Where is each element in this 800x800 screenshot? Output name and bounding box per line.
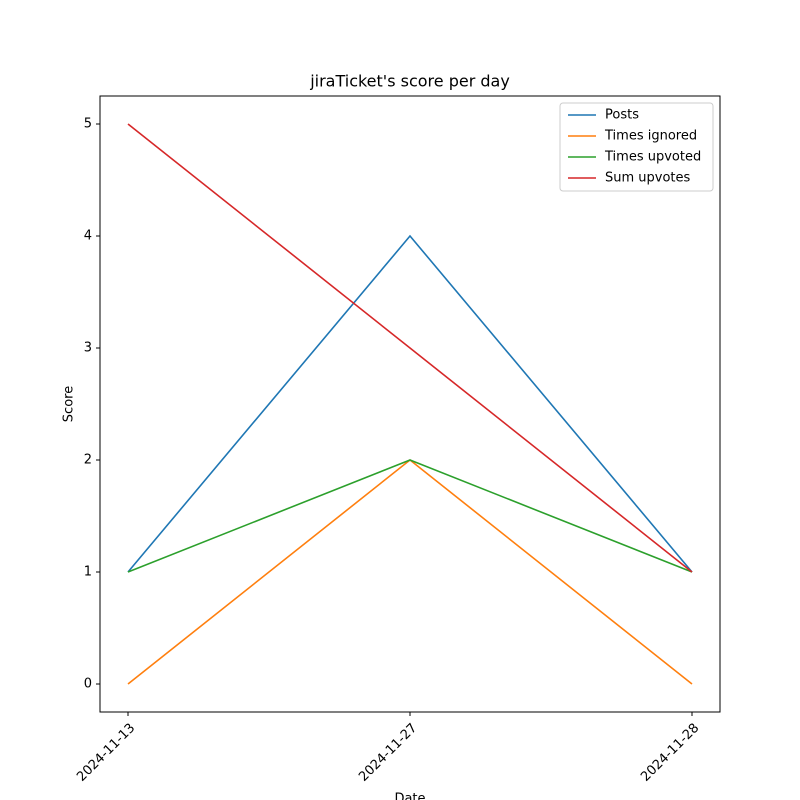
y-tick-label: 4 [84, 229, 92, 244]
legend-label: Posts [605, 108, 639, 123]
series-line [127, 123, 693, 573]
legend: Posts Times ignored Times upvoted Sum upvot… [559, 102, 714, 192]
series-line [127, 234, 693, 573]
y-tick-label: 0 [84, 677, 92, 692]
y-tick-label: 2 [84, 453, 92, 468]
legend-label: Times upvoted [604, 150, 701, 165]
legend-label: Times ignored [604, 129, 697, 144]
legend-label: Sum upvotes [605, 171, 691, 186]
y-axis-label: Score [62, 386, 77, 422]
y-tick-label: 1 [84, 565, 92, 580]
legend-box [559, 102, 714, 192]
chart-title: jiraTicket's score per day [309, 72, 510, 91]
y-tick-label: 5 [84, 117, 92, 132]
x-axis-label: Date [394, 792, 425, 800]
series-line [127, 459, 693, 573]
y-tick-label: 3 [84, 341, 92, 356]
